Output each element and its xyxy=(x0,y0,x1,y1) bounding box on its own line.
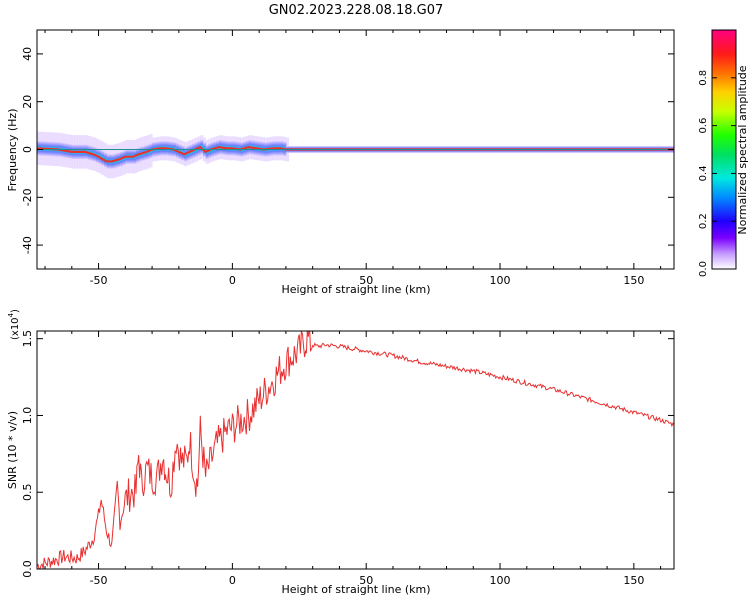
snr-y-axis-label: SNR (10 * v/v) xyxy=(6,411,19,489)
snr-frame xyxy=(36,330,675,570)
colorbar-tick-label: 0.2 xyxy=(698,213,709,229)
colorbar: 0.0 0.2 0.4 0.6 0.8 Normalized spectral ampl… xyxy=(698,29,749,277)
snr-plot-area xyxy=(37,331,674,569)
spectrogram-y-tick-label: -20 xyxy=(21,188,34,206)
snr-x-tick-label: 100 xyxy=(490,574,511,587)
spectrogram-x-tick-label: -50 xyxy=(90,274,108,287)
spectrogram-x-tick-label: 50 xyxy=(359,274,373,287)
snr-x-tick-label: 50 xyxy=(359,574,373,587)
colorbar-tick-label: 0.0 xyxy=(698,261,709,277)
snr-scale-prefix: (x10 xyxy=(10,317,21,340)
spectrogram-y-tick-label: 40 xyxy=(21,47,34,61)
spectrogram-y-tick-label: 20 xyxy=(21,95,34,109)
figure-title: GN02.2023.228.08.18.G07 xyxy=(269,3,444,18)
colorbar-tick-label: 0.8 xyxy=(698,70,709,86)
snr-y-tick-label: 1.0 xyxy=(21,407,34,425)
colorbar-ticks: 0.0 0.2 0.4 0.6 0.8 xyxy=(698,70,736,277)
snr-scale-exponent: 4 xyxy=(7,312,15,317)
colorbar-gradient xyxy=(711,29,737,270)
spectrogram-ridge xyxy=(37,145,674,163)
spectrogram-y-axis-label: Frequency (Hz) xyxy=(6,109,19,192)
spectrogram-x-tick-label: 100 xyxy=(490,274,511,287)
spectrogram-y-tick-label: 0 xyxy=(21,146,34,153)
spectrogram-x-tick-label: 0 xyxy=(229,274,236,287)
snr-x-tick-label: 150 xyxy=(623,574,644,587)
snr-scale-label: (x104) xyxy=(7,309,21,340)
spectrogram-y-tick-label: -40 xyxy=(21,236,34,254)
snr-ticks: -50 0 50 100 150 0.0 0.5 1.0 1.5 xyxy=(21,330,674,587)
snr-x-tick-label: -50 xyxy=(90,574,108,587)
snr-y-tick-label: 1.5 xyxy=(21,330,34,348)
spectrogram-panel: -50 0 50 100 150 -40 -20 0 20 40 Height of straig… xyxy=(6,29,675,296)
colorbar-label: Normalized spectral amplitude xyxy=(736,65,749,234)
snr-panel: -50 0 50 100 150 0.0 0.5 1.0 1.5 Height of strai… xyxy=(6,309,675,596)
spectrogram-plot-area xyxy=(37,131,674,179)
spectrogram-x-axis-label: Height of straight line (km) xyxy=(281,283,430,296)
spectrogram-x-tick-label: 150 xyxy=(623,274,644,287)
snr-scale-suffix: ) xyxy=(10,309,21,313)
snr-x-tick-label: 0 xyxy=(229,574,236,587)
snr-x-axis-label: Height of straight line (km) xyxy=(281,583,430,596)
snr-y-tick-label: 0.0 xyxy=(21,560,34,578)
colorbar-tick-label: 0.4 xyxy=(698,165,709,181)
colorbar-tick-label: 0.6 xyxy=(698,118,709,134)
snr-y-tick-label: 0.5 xyxy=(21,483,34,501)
spectrogram-ticks: -50 0 50 100 150 -40 -20 0 20 40 xyxy=(21,30,674,287)
snr-series-line xyxy=(37,331,674,569)
